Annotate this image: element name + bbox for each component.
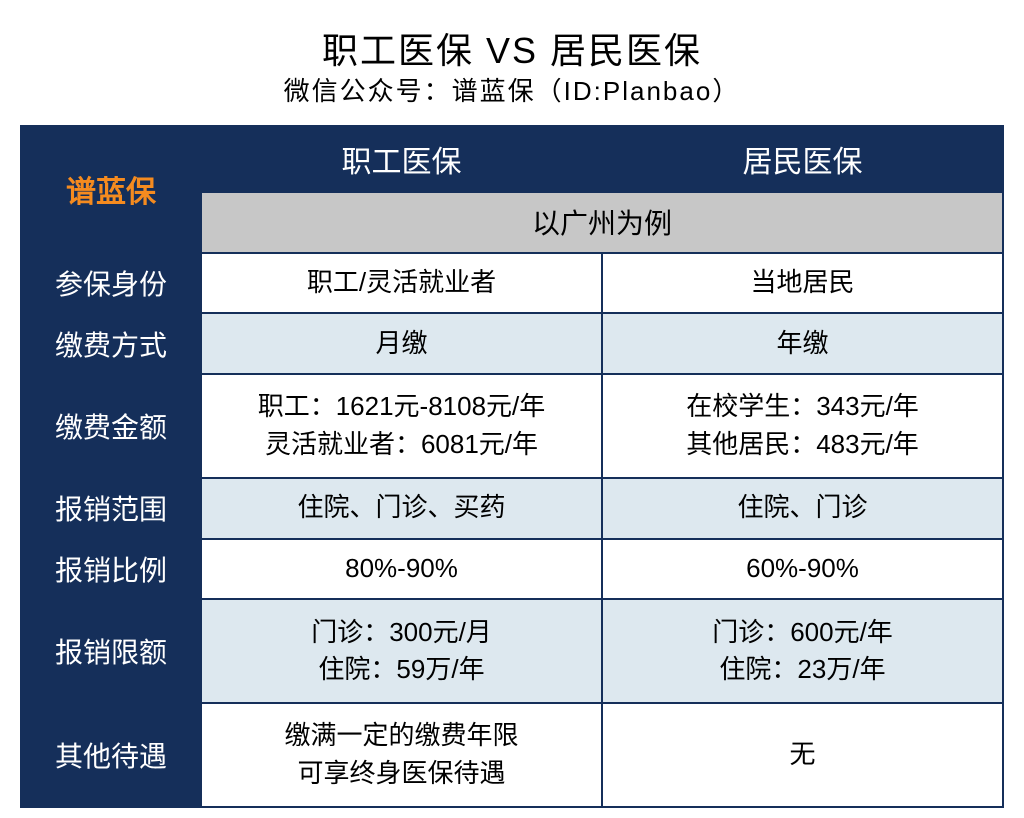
example-subheader: 以广州为例 <box>201 192 1003 253</box>
cell-identity-a: 职工/灵活就业者 <box>201 253 602 314</box>
cell-identity-b: 当地居民 <box>602 253 1003 314</box>
table-row: 报销限额 门诊：300元/月 住院：59万/年 门诊：600元/年 住院：23万… <box>21 599 1003 703</box>
col-header-a: 职工医保 <box>201 126 602 192</box>
cell-payment-amount-b-line2: 其他居民：483元/年 <box>609 426 996 464</box>
cell-other-a: 缴满一定的缴费年限 可享终身医保待遇 <box>201 703 602 807</box>
cell-other-a-line1: 缴满一定的缴费年限 <box>208 717 595 755</box>
cell-payment-method-a: 月缴 <box>201 313 602 374</box>
cell-ratio-b: 60%-90% <box>602 539 1003 600</box>
row-label-coverage: 报销范围 <box>21 478 201 539</box>
row-label-ratio: 报销比例 <box>21 539 201 600</box>
cell-payment-amount-a: 职工：1621元-8108元/年 灵活就业者：6081元/年 <box>201 374 602 478</box>
table-row: 其他待遇 缴满一定的缴费年限 可享终身医保待遇 无 <box>21 703 1003 807</box>
comparison-table: 职工医保 VS 居民医保 微信公众号：谱蓝保（ID:Planbao） 谱蓝保 职… <box>20 10 1004 808</box>
title-row: 职工医保 VS 居民医保 微信公众号：谱蓝保（ID:Planbao） <box>21 10 1003 126</box>
table-row: 报销比例 80%-90% 60%-90% <box>21 539 1003 600</box>
cell-limit-b-line1: 门诊：600元/年 <box>609 614 996 652</box>
cell-limit-b: 门诊：600元/年 住院：23万/年 <box>602 599 1003 703</box>
cell-payment-amount-b-line1: 在校学生：343元/年 <box>609 388 996 426</box>
header-row-1: 谱蓝保 职工医保 居民医保 <box>21 126 1003 192</box>
cell-coverage-b: 住院、门诊 <box>602 478 1003 539</box>
col-header-b: 居民医保 <box>602 126 1003 192</box>
main-title: 职工医保 VS 居民医保 <box>21 28 1003 75</box>
row-label-payment-method: 缴费方式 <box>21 313 201 374</box>
row-label-identity: 参保身份 <box>21 253 201 314</box>
table-row: 缴费金额 职工：1621元-8108元/年 灵活就业者：6081元/年 在校学生… <box>21 374 1003 478</box>
table-row: 缴费方式 月缴 年缴 <box>21 313 1003 374</box>
comparison-table-container: 职工医保 VS 居民医保 微信公众号：谱蓝保（ID:Planbao） 谱蓝保 职… <box>0 0 1024 818</box>
table-row: 参保身份 职工/灵活就业者 当地居民 <box>21 253 1003 314</box>
brand-cell: 谱蓝保 <box>21 126 201 252</box>
row-label-other: 其他待遇 <box>21 703 201 807</box>
cell-payment-method-b: 年缴 <box>602 313 1003 374</box>
title-cell: 职工医保 VS 居民医保 微信公众号：谱蓝保（ID:Planbao） <box>21 10 1003 126</box>
cell-limit-a-line2: 住院：59万/年 <box>208 651 595 689</box>
sub-title: 微信公众号：谱蓝保（ID:Planbao） <box>21 75 1003 109</box>
cell-payment-amount-b: 在校学生：343元/年 其他居民：483元/年 <box>602 374 1003 478</box>
row-label-limit: 报销限额 <box>21 599 201 703</box>
cell-ratio-a: 80%-90% <box>201 539 602 600</box>
cell-payment-amount-a-line1: 职工：1621元-8108元/年 <box>208 388 595 426</box>
cell-other-b: 无 <box>602 703 1003 807</box>
cell-limit-b-line2: 住院：23万/年 <box>609 651 996 689</box>
table-row: 报销范围 住院、门诊、买药 住院、门诊 <box>21 478 1003 539</box>
cell-limit-a-line1: 门诊：300元/月 <box>208 614 595 652</box>
row-label-payment-amount: 缴费金额 <box>21 374 201 478</box>
cell-coverage-a: 住院、门诊、买药 <box>201 478 602 539</box>
cell-limit-a: 门诊：300元/月 住院：59万/年 <box>201 599 602 703</box>
cell-other-a-line2: 可享终身医保待遇 <box>208 755 595 793</box>
cell-payment-amount-a-line2: 灵活就业者：6081元/年 <box>208 426 595 464</box>
